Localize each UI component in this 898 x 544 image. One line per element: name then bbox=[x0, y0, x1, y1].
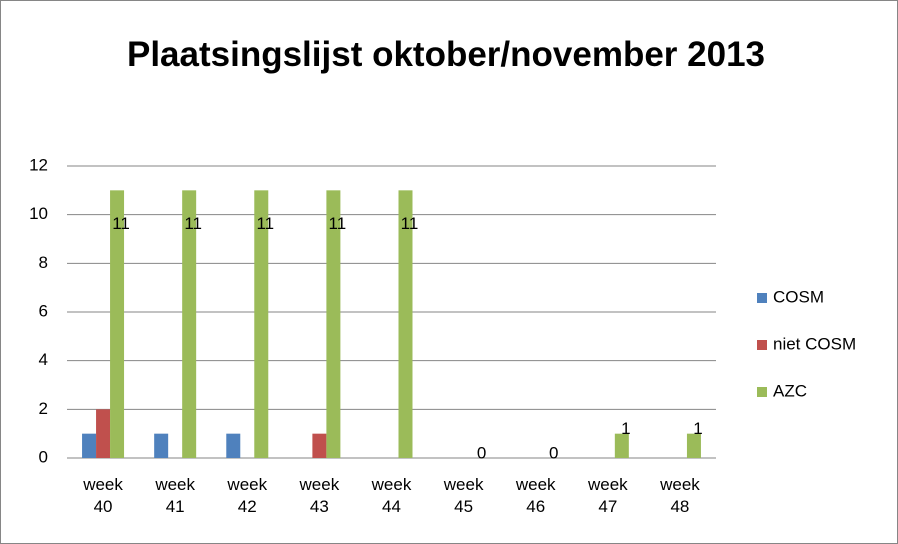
bar bbox=[312, 433, 327, 458]
y-tick-label: 12 bbox=[29, 155, 48, 174]
data-label: 0 bbox=[549, 443, 558, 462]
legend-swatch bbox=[757, 340, 767, 350]
legend-label: AZC bbox=[773, 381, 807, 400]
bar bbox=[154, 433, 169, 458]
y-tick-label: 4 bbox=[39, 350, 48, 369]
data-label: 11 bbox=[329, 214, 347, 233]
bar bbox=[226, 433, 241, 458]
bar bbox=[254, 190, 269, 459]
x-tick-label: week 41 bbox=[155, 475, 195, 516]
chart-title: Plaatsingslijst oktober/november 2013 bbox=[126, 35, 765, 74]
bar bbox=[182, 190, 197, 459]
y-tick-label: 8 bbox=[39, 253, 48, 272]
x-tick-label: week 46 bbox=[515, 475, 556, 516]
x-tick-label: week 48 bbox=[660, 475, 700, 516]
legend-label: COSM bbox=[773, 287, 824, 306]
bar bbox=[398, 190, 413, 459]
bar bbox=[686, 433, 701, 458]
legend-swatch bbox=[757, 387, 767, 397]
data-label: 11 bbox=[401, 214, 419, 233]
data-label: 1 bbox=[693, 419, 702, 438]
x-tick-label: week 43 bbox=[299, 475, 340, 516]
legend-label: niet COSM bbox=[773, 334, 856, 353]
y-tick-label: 6 bbox=[39, 301, 48, 320]
data-label: 1 bbox=[621, 419, 630, 438]
bar bbox=[82, 433, 97, 458]
bar bbox=[110, 190, 125, 459]
y-tick-label: 10 bbox=[29, 204, 48, 223]
data-label: 11 bbox=[112, 214, 130, 233]
legend-swatch bbox=[757, 293, 767, 303]
x-tick-label: week 40 bbox=[83, 475, 123, 516]
x-tick-label: week 45 bbox=[443, 475, 484, 516]
x-tick-label: week 42 bbox=[227, 475, 268, 516]
bar bbox=[96, 409, 111, 458]
data-label: 11 bbox=[184, 214, 202, 233]
data-label: 0 bbox=[477, 443, 486, 462]
y-tick-label: 0 bbox=[39, 447, 48, 466]
bar bbox=[326, 190, 341, 459]
data-label: 11 bbox=[256, 214, 274, 233]
bar bbox=[614, 433, 629, 458]
y-tick-label: 2 bbox=[39, 399, 48, 418]
x-tick-label: week 44 bbox=[371, 475, 412, 516]
x-tick-label: week 47 bbox=[587, 475, 628, 516]
